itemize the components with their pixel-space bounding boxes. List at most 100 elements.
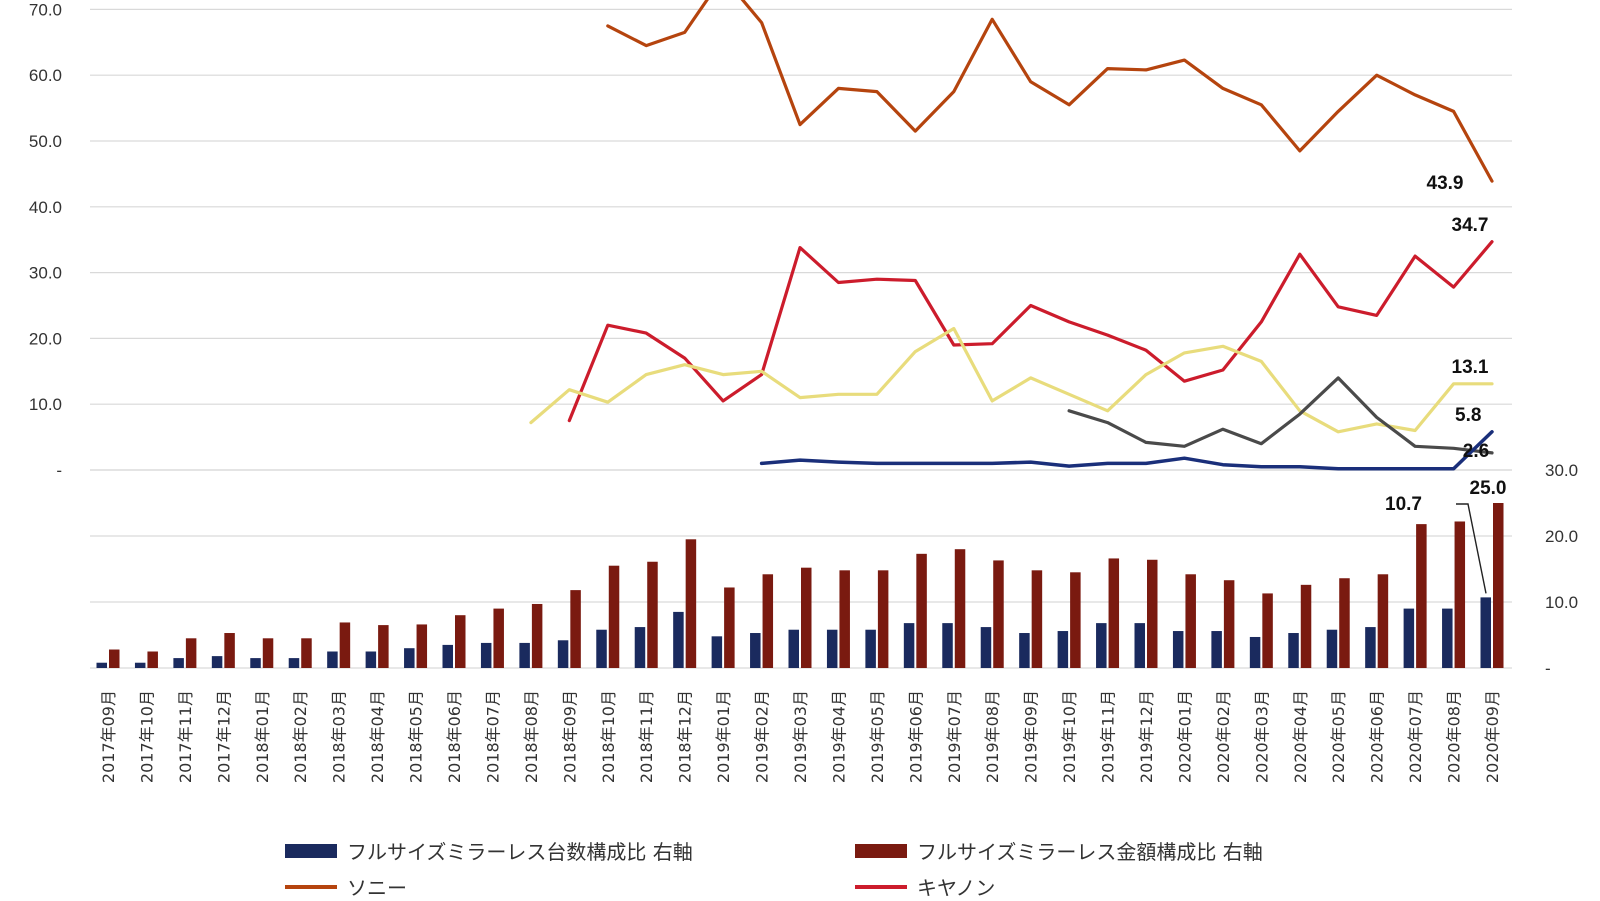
bar-amount bbox=[647, 561, 658, 668]
x-tick-label: 2019年02月 bbox=[753, 690, 772, 783]
bar-units bbox=[211, 656, 223, 668]
bar-amount bbox=[801, 567, 812, 668]
line-series-3 bbox=[1067, 376, 1494, 455]
right-axis-ticks: - 10.0 20.0 30.0 bbox=[1545, 461, 1578, 678]
bar-units bbox=[250, 658, 261, 668]
bar-units bbox=[1403, 608, 1415, 668]
x-tick-label: 2019年09月 bbox=[1022, 690, 1041, 783]
bar-amount bbox=[416, 624, 428, 668]
bar-units bbox=[1365, 627, 1376, 668]
bar-amount bbox=[1185, 574, 1196, 668]
bar-amount bbox=[1339, 578, 1350, 668]
bar-units bbox=[480, 642, 492, 668]
x-tick-label: 2018年02月 bbox=[291, 690, 310, 783]
x-tick-label: 2019年06月 bbox=[906, 690, 925, 783]
left-tick-label: 40.0 bbox=[29, 198, 62, 217]
bar-units bbox=[711, 636, 723, 668]
bar-units bbox=[903, 623, 915, 668]
bar-amount bbox=[224, 633, 235, 668]
bar-units bbox=[826, 629, 838, 668]
bars-layer bbox=[96, 503, 1504, 668]
x-tick-label: 2017年11月 bbox=[176, 690, 195, 783]
bar-amount bbox=[1454, 521, 1466, 668]
x-tick-label: 2020年07月 bbox=[1406, 690, 1425, 783]
x-tick-label: 2019年03月 bbox=[791, 690, 810, 783]
bar-units bbox=[788, 629, 799, 668]
bar-units bbox=[173, 658, 184, 668]
x-tick-label: 2019年12月 bbox=[1137, 690, 1156, 783]
bar-amount bbox=[1108, 558, 1120, 668]
right-tick-label: - bbox=[1545, 659, 1551, 678]
bar-units bbox=[750, 633, 761, 668]
bar-amount bbox=[147, 651, 158, 668]
bar-amount bbox=[493, 608, 504, 668]
bar-units bbox=[96, 662, 107, 668]
bar-units bbox=[519, 642, 530, 668]
x-tick-label: 2020年04月 bbox=[1291, 690, 1310, 783]
bar-amount bbox=[993, 560, 1004, 668]
x-tick-label: 2019年10月 bbox=[1060, 690, 1079, 783]
data-labels: 43.9 34.7 13.1 5.8 2.6 10.7 25.0 bbox=[1385, 173, 1506, 515]
data-label: 43.9 bbox=[1427, 173, 1464, 194]
x-tick-label: 2017年10月 bbox=[137, 690, 156, 783]
x-tick-label: 2019年01月 bbox=[714, 690, 733, 783]
bar-units bbox=[942, 623, 953, 668]
bar-amount bbox=[1147, 559, 1158, 668]
bar-units bbox=[980, 627, 992, 668]
x-tick-label: 2020年03月 bbox=[1252, 690, 1271, 783]
x-tick-label: 2018年12月 bbox=[676, 690, 695, 783]
x-tick-label: 2019年05月 bbox=[868, 690, 887, 783]
data-label: 13.1 bbox=[1452, 357, 1489, 378]
bar-amount bbox=[916, 553, 927, 668]
x-tick-label: 2018年05月 bbox=[407, 690, 426, 783]
bar-amount bbox=[1070, 572, 1081, 668]
bar-amount bbox=[570, 590, 581, 668]
data-label: 5.8 bbox=[1455, 405, 1481, 426]
bar-amount bbox=[109, 649, 120, 668]
bar-units bbox=[557, 640, 569, 668]
right-tick-label: 10.0 bbox=[1545, 593, 1578, 612]
bar-units bbox=[1326, 629, 1338, 668]
bar-amount bbox=[1262, 593, 1273, 668]
bar-units bbox=[865, 629, 876, 668]
bar-units bbox=[1480, 597, 1491, 668]
lines-layer bbox=[529, 0, 1494, 594]
leader-line bbox=[1456, 503, 1487, 594]
bar-amount bbox=[1031, 570, 1043, 668]
bar-amount bbox=[877, 570, 889, 668]
bar-amount bbox=[378, 625, 389, 668]
right-tick-label: 20.0 bbox=[1545, 527, 1578, 546]
bar-units bbox=[1442, 608, 1453, 668]
bar-amount bbox=[301, 638, 312, 668]
x-tick-label: 2020年08月 bbox=[1445, 690, 1464, 783]
line-series-0 bbox=[606, 0, 1494, 183]
x-tick-label: 2018年04月 bbox=[368, 690, 387, 783]
line-series-4 bbox=[759, 430, 1494, 471]
bar-amount bbox=[1300, 584, 1312, 668]
x-tick-label: 2020年09月 bbox=[1483, 690, 1502, 783]
bar-units bbox=[1019, 633, 1030, 668]
x-tick-label: 2019年07月 bbox=[945, 690, 964, 783]
bar-units bbox=[1172, 631, 1184, 668]
x-tick-label: 2020年01月 bbox=[1175, 690, 1194, 783]
left-tick-label: - bbox=[56, 461, 62, 480]
bar-amount bbox=[1416, 524, 1427, 668]
left-axis-ticks: - 10.0 20.0 30.0 40.0 50.0 60.0 70.0 bbox=[29, 0, 62, 480]
x-tick-label: 2018年06月 bbox=[445, 690, 464, 783]
x-tick-label: 2017年12月 bbox=[214, 690, 233, 783]
bar-amount bbox=[455, 615, 466, 668]
right-tick-label: 30.0 bbox=[1545, 461, 1578, 480]
bar-units bbox=[1249, 636, 1261, 668]
bar-amount bbox=[685, 539, 697, 668]
bar-units bbox=[1096, 623, 1107, 668]
bar-units bbox=[327, 651, 338, 668]
bar-amount bbox=[1377, 574, 1389, 668]
bar-units bbox=[404, 648, 415, 668]
x-tick-label: 2017年09月 bbox=[99, 690, 118, 783]
line-series-1 bbox=[567, 240, 1494, 423]
bar-amount bbox=[954, 549, 966, 668]
bar-amount bbox=[185, 638, 197, 668]
x-tick-label: 2019年08月 bbox=[983, 690, 1002, 783]
bar-units bbox=[288, 658, 300, 668]
